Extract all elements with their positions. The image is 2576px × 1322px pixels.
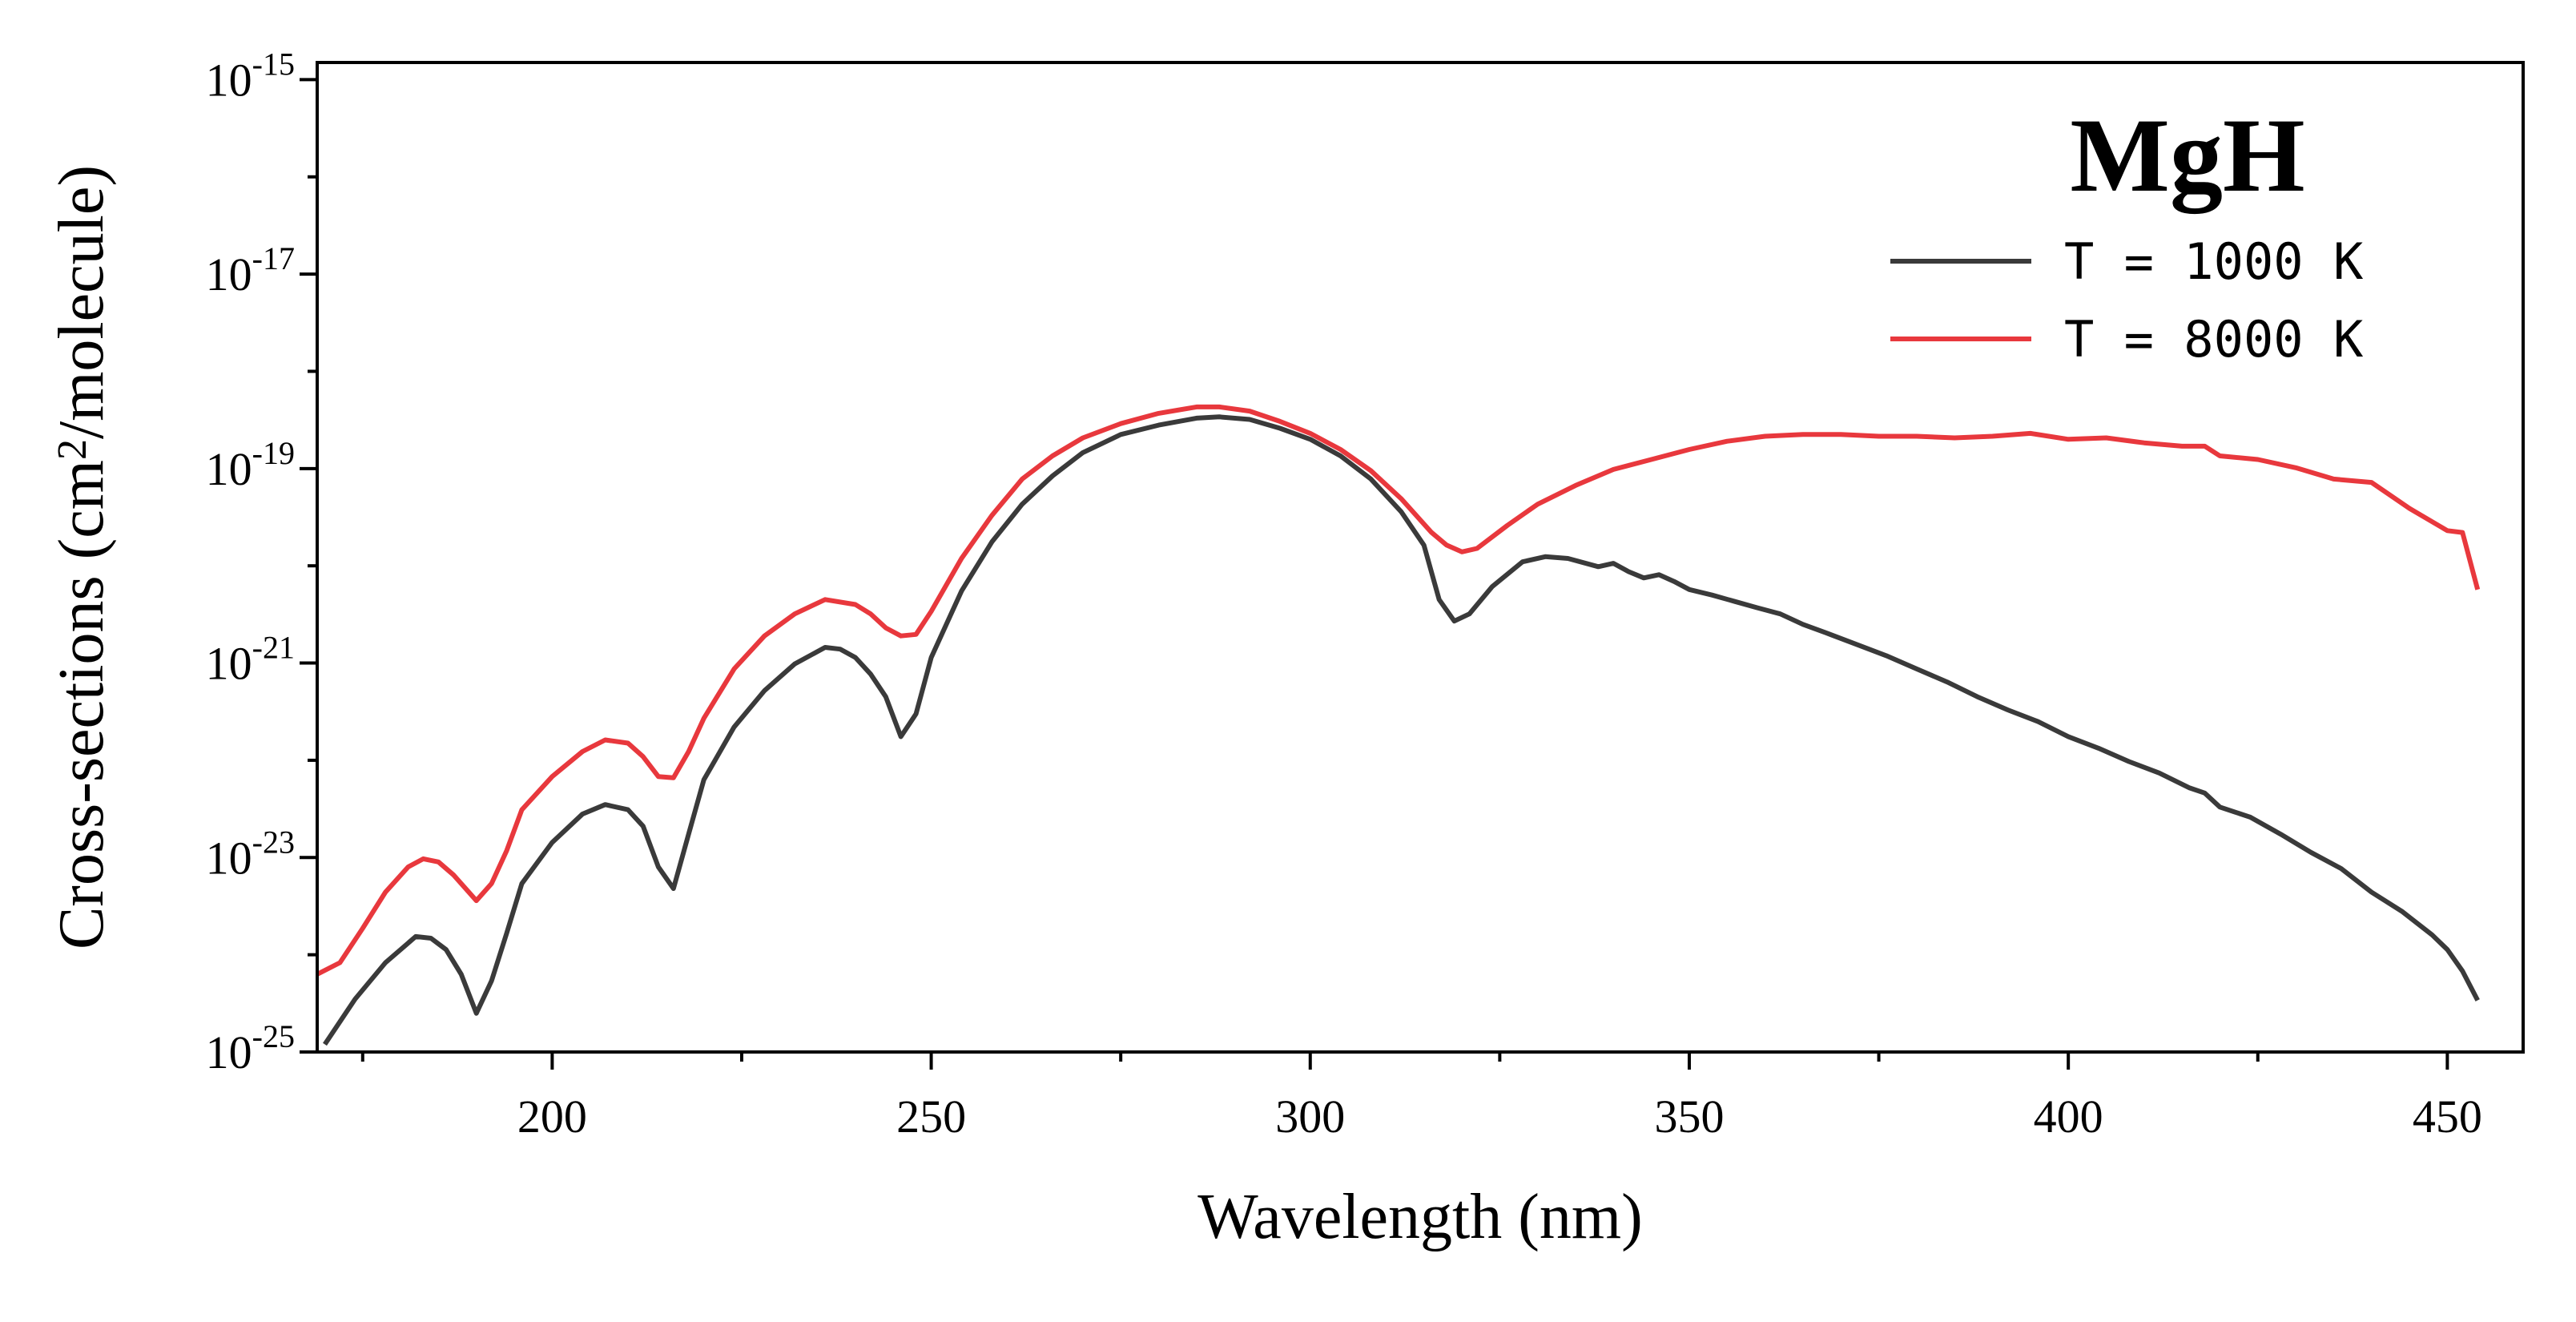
y-tick-label: 10-21	[206, 630, 295, 690]
plot-frame	[316, 61, 2525, 1054]
series-line	[317, 404, 2481, 977]
y-tick-label: 10-19	[206, 435, 295, 495]
x-tick-label: 450	[2413, 1090, 2482, 1143]
y-tick-label: 10-15	[206, 46, 295, 106]
x-tick-label: 350	[1654, 1090, 1724, 1143]
series-line	[323, 414, 2480, 1046]
x-tick-label: 400	[2034, 1090, 2103, 1143]
x-tick-label: 250	[896, 1090, 966, 1143]
x-axis-title: Wavelength (nm)	[1197, 1182, 1643, 1252]
legend-label: T = 1000 K	[2064, 232, 2364, 291]
x-tick-label: 200	[517, 1090, 587, 1143]
legend-label: T = 8000 K	[2064, 310, 2364, 369]
y-axis-title: Cross-sections (cm2/molecule)	[46, 165, 117, 949]
y-tick-label: 10-17	[206, 240, 295, 300]
chart-title: MgH	[2070, 96, 2304, 214]
y-tick-label: 10-25	[206, 1018, 295, 1078]
x-tick-label: 300	[1275, 1090, 1345, 1143]
y-tick-label: 10-23	[206, 824, 295, 884]
